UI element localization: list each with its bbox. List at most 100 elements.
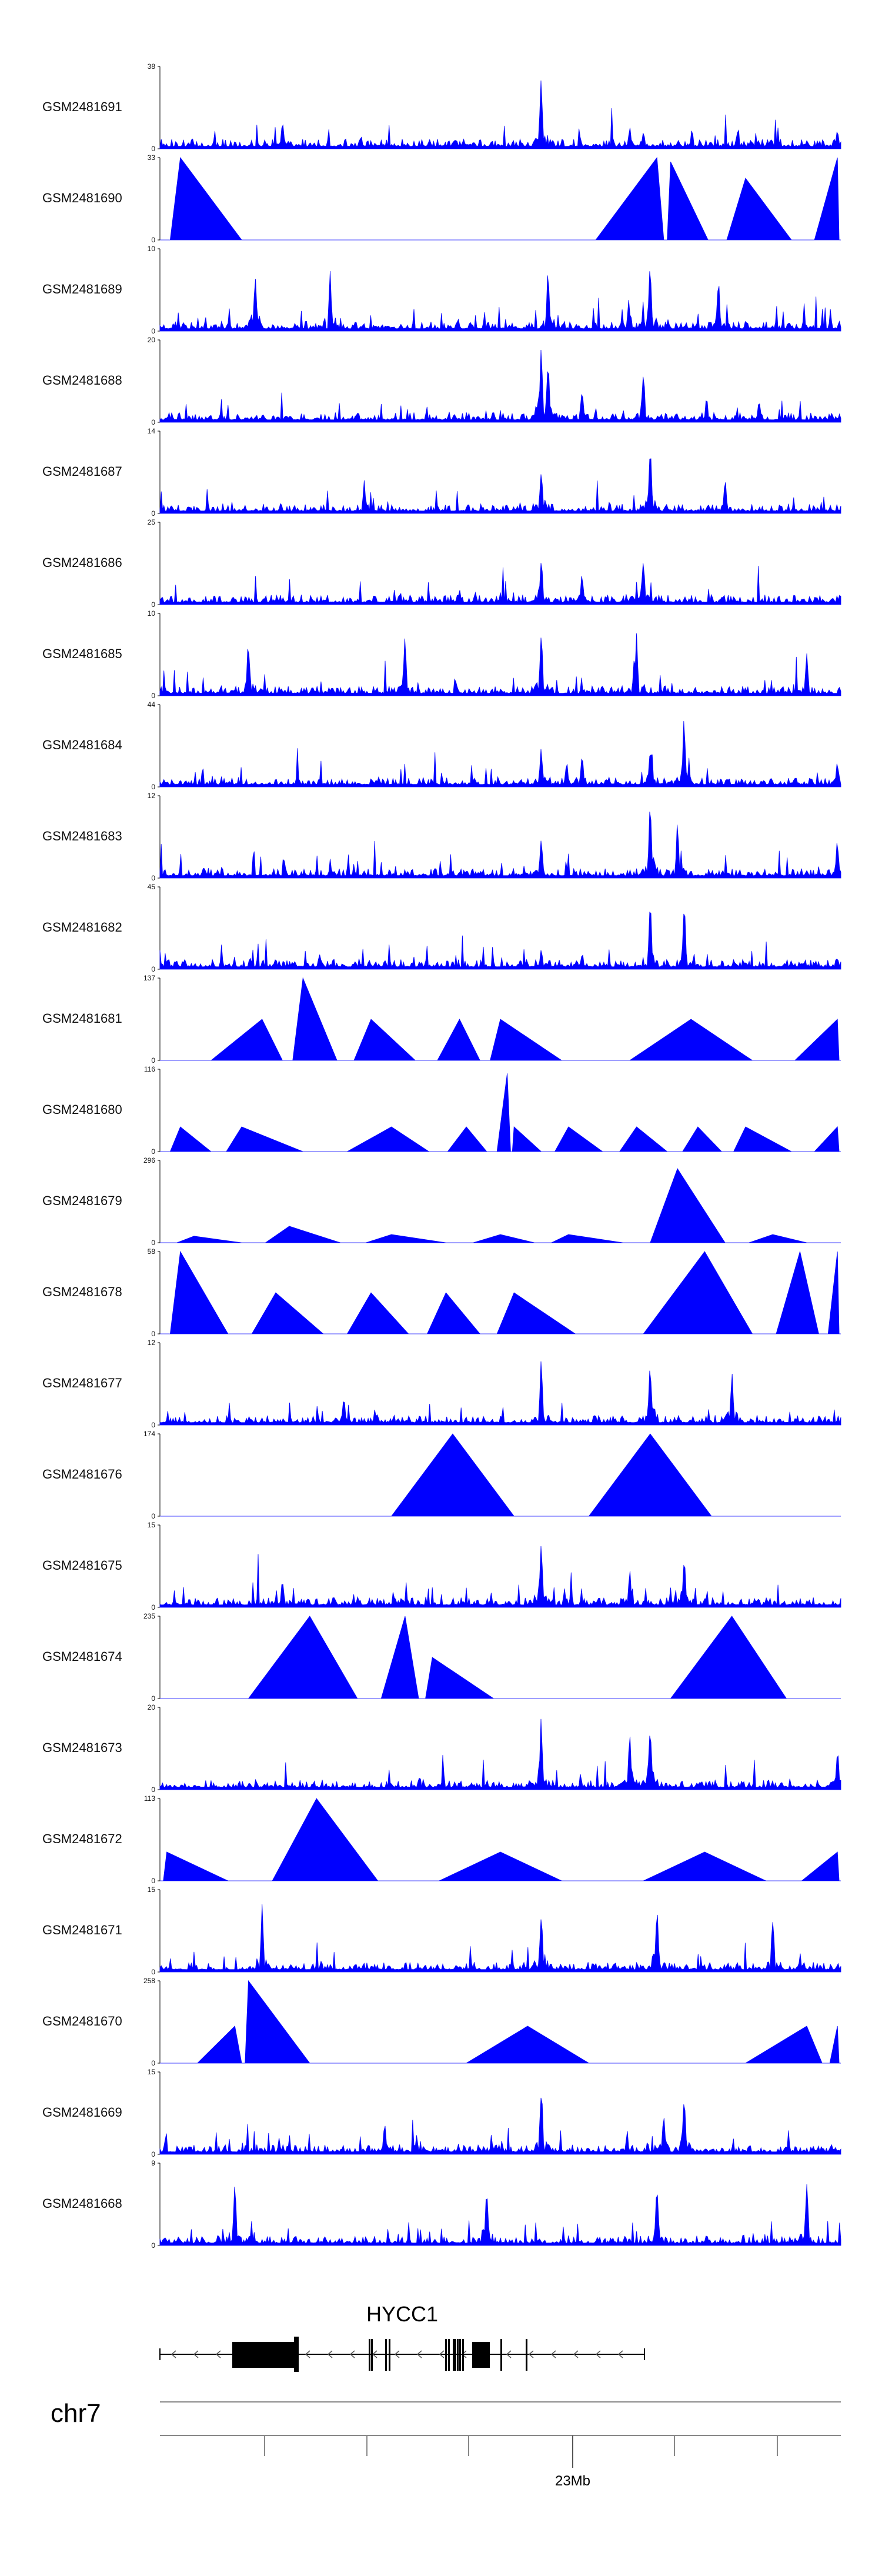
gene-exons (159, 2337, 645, 2372)
y-max-tick-label: 20 (148, 336, 156, 344)
y-min-tick-label: 0 (151, 1694, 155, 1703)
y-min-tick-label: 0 (151, 1603, 155, 1611)
gene-name-label: HYCC1 (366, 2302, 438, 2326)
track-label: GSM2481674 (42, 1649, 122, 1664)
y-max-tick-label: 12 (148, 1339, 156, 1347)
y-max-tick-label: 12 (148, 792, 156, 800)
gene-exon (462, 2339, 464, 2371)
gene-exon (455, 2339, 456, 2371)
coverage-area (160, 1250, 841, 1334)
gene-exon (453, 2339, 455, 2371)
y-min-tick-label: 0 (151, 1056, 155, 1065)
track-GSM2481681: GSM2481681 137 0 (42, 974, 841, 1065)
y-min-tick-label: 0 (151, 418, 155, 426)
track-label: GSM2481677 (42, 1376, 122, 1390)
strand-chevron (416, 2350, 422, 2358)
y-max-tick-label: 15 (148, 1886, 156, 1894)
y-max-tick-label: 20 (148, 1703, 156, 1711)
y-max-tick-label: 9 (151, 2159, 155, 2167)
track-label: GSM2481685 (42, 646, 122, 661)
track-GSM2481671: GSM2481671 15 0 (42, 1886, 841, 1976)
scale-ticks (264, 2435, 778, 2468)
track-GSM2481674: GSM2481674 235 0 (42, 1612, 841, 1703)
track-label: GSM2481681 (42, 1011, 122, 1026)
track-GSM2481673: GSM2481673 20 0 (42, 1703, 841, 1794)
y-max-tick-label: 113 (144, 1794, 155, 1803)
track-GSM2481680: GSM2481680 116 0 (42, 1065, 841, 1156)
y-max-tick-label: 15 (148, 2068, 156, 2076)
track-label: GSM2481673 (42, 1740, 122, 1755)
y-max-tick-label: 116 (144, 1065, 155, 1073)
strand-chevron (528, 2350, 534, 2358)
track-label: GSM2481680 (42, 1102, 122, 1117)
y-max-tick-label: 38 (148, 62, 156, 71)
y-max-tick-label: 174 (143, 1430, 155, 1438)
y-max-tick-label: 45 (148, 883, 156, 891)
scale-label: 23Mb (555, 2473, 590, 2489)
coverage-area (159, 1546, 841, 1608)
y-min-tick-label: 0 (151, 874, 155, 882)
track-GSM2481688: GSM2481688 20 0 (42, 336, 841, 426)
gene-exon (445, 2339, 447, 2371)
y-max-tick-label: 25 (148, 518, 156, 526)
track-label: GSM2481686 (42, 555, 122, 570)
coverage-area (160, 1798, 841, 1881)
y-max-tick-label: 137 (143, 974, 155, 982)
coverage-area (159, 349, 841, 423)
coverage-area (160, 1168, 841, 1243)
coverage-area (160, 977, 841, 1061)
strand-chevron (595, 2350, 601, 2358)
gene-exon (472, 2342, 490, 2368)
y-max-tick-label: 235 (143, 1612, 155, 1620)
coverage-area (160, 1433, 841, 1517)
gene-exon (500, 2339, 502, 2371)
coverage-area (159, 2097, 841, 2155)
y-min-tick-label: 0 (151, 1512, 155, 1520)
track-label: GSM2481683 (42, 829, 122, 843)
y-min-tick-label: 0 (151, 783, 155, 791)
coverage-tracks: GSM2481691380GSM2481690330GSM2481689100G… (42, 62, 841, 2250)
y-min-tick-label: 0 (151, 236, 155, 244)
track-label: GSM2481669 (42, 2105, 122, 2120)
gene-exon (385, 2339, 387, 2371)
y-min-tick-label: 0 (151, 965, 155, 973)
chromosome-ideogram: chr7 23Mb (51, 2399, 841, 2489)
y-max-tick-label: 258 (143, 1977, 155, 1985)
track-GSM2481677: GSM2481677 12 0 (42, 1339, 841, 1429)
track-GSM2481684: GSM2481684 44 0 (42, 700, 841, 791)
y-min-tick-label: 0 (151, 692, 155, 700)
track-GSM2481691: GSM2481691 38 0 (42, 62, 841, 153)
y-min-tick-label: 0 (151, 1877, 155, 1885)
y-min-tick-label: 0 (151, 509, 155, 518)
gene-exon (369, 2339, 370, 2371)
track-label: GSM2481675 (42, 1558, 122, 1573)
track-label: GSM2481689 (42, 282, 122, 296)
strand-chevron (506, 2350, 512, 2358)
coverage-area (159, 458, 841, 514)
track-GSM2481669: GSM2481669 15 0 (42, 2068, 841, 2158)
strand-chevron (439, 2350, 445, 2358)
track-GSM2481686: GSM2481686 25 0 (42, 518, 841, 609)
track-GSM2481672: GSM2481672 113 0 (42, 1794, 841, 1885)
track-GSM2481675: GSM2481675 15 0 (42, 1521, 841, 1611)
track-label: GSM2481678 (42, 1284, 122, 1299)
track-label: GSM2481668 (42, 2196, 122, 2211)
coverage-area (159, 721, 841, 788)
track-GSM2481687: GSM2481687 14 0 (42, 427, 841, 518)
track-GSM2481683: GSM2481683 12 0 (42, 792, 841, 882)
y-min-tick-label: 0 (151, 1421, 155, 1429)
strand-chevron (305, 2350, 310, 2358)
track-label: GSM2481687 (42, 464, 122, 479)
coverage-area (160, 156, 841, 241)
track-GSM2481689: GSM2481689 10 0 (42, 245, 841, 335)
y-min-tick-label: 0 (151, 1239, 155, 1247)
gene-exon (448, 2339, 450, 2371)
y-max-tick-label: 296 (143, 1156, 155, 1164)
coverage-area (159, 563, 841, 605)
track-label: GSM2481688 (42, 373, 122, 388)
track-GSM2481668: GSM2481668 9 0 (42, 2159, 841, 2250)
track-label: GSM2481676 (42, 1467, 122, 1481)
track-GSM2481685: GSM2481685 10 0 (42, 609, 841, 700)
coverage-area (159, 912, 841, 970)
strand-chevron (349, 2350, 355, 2358)
